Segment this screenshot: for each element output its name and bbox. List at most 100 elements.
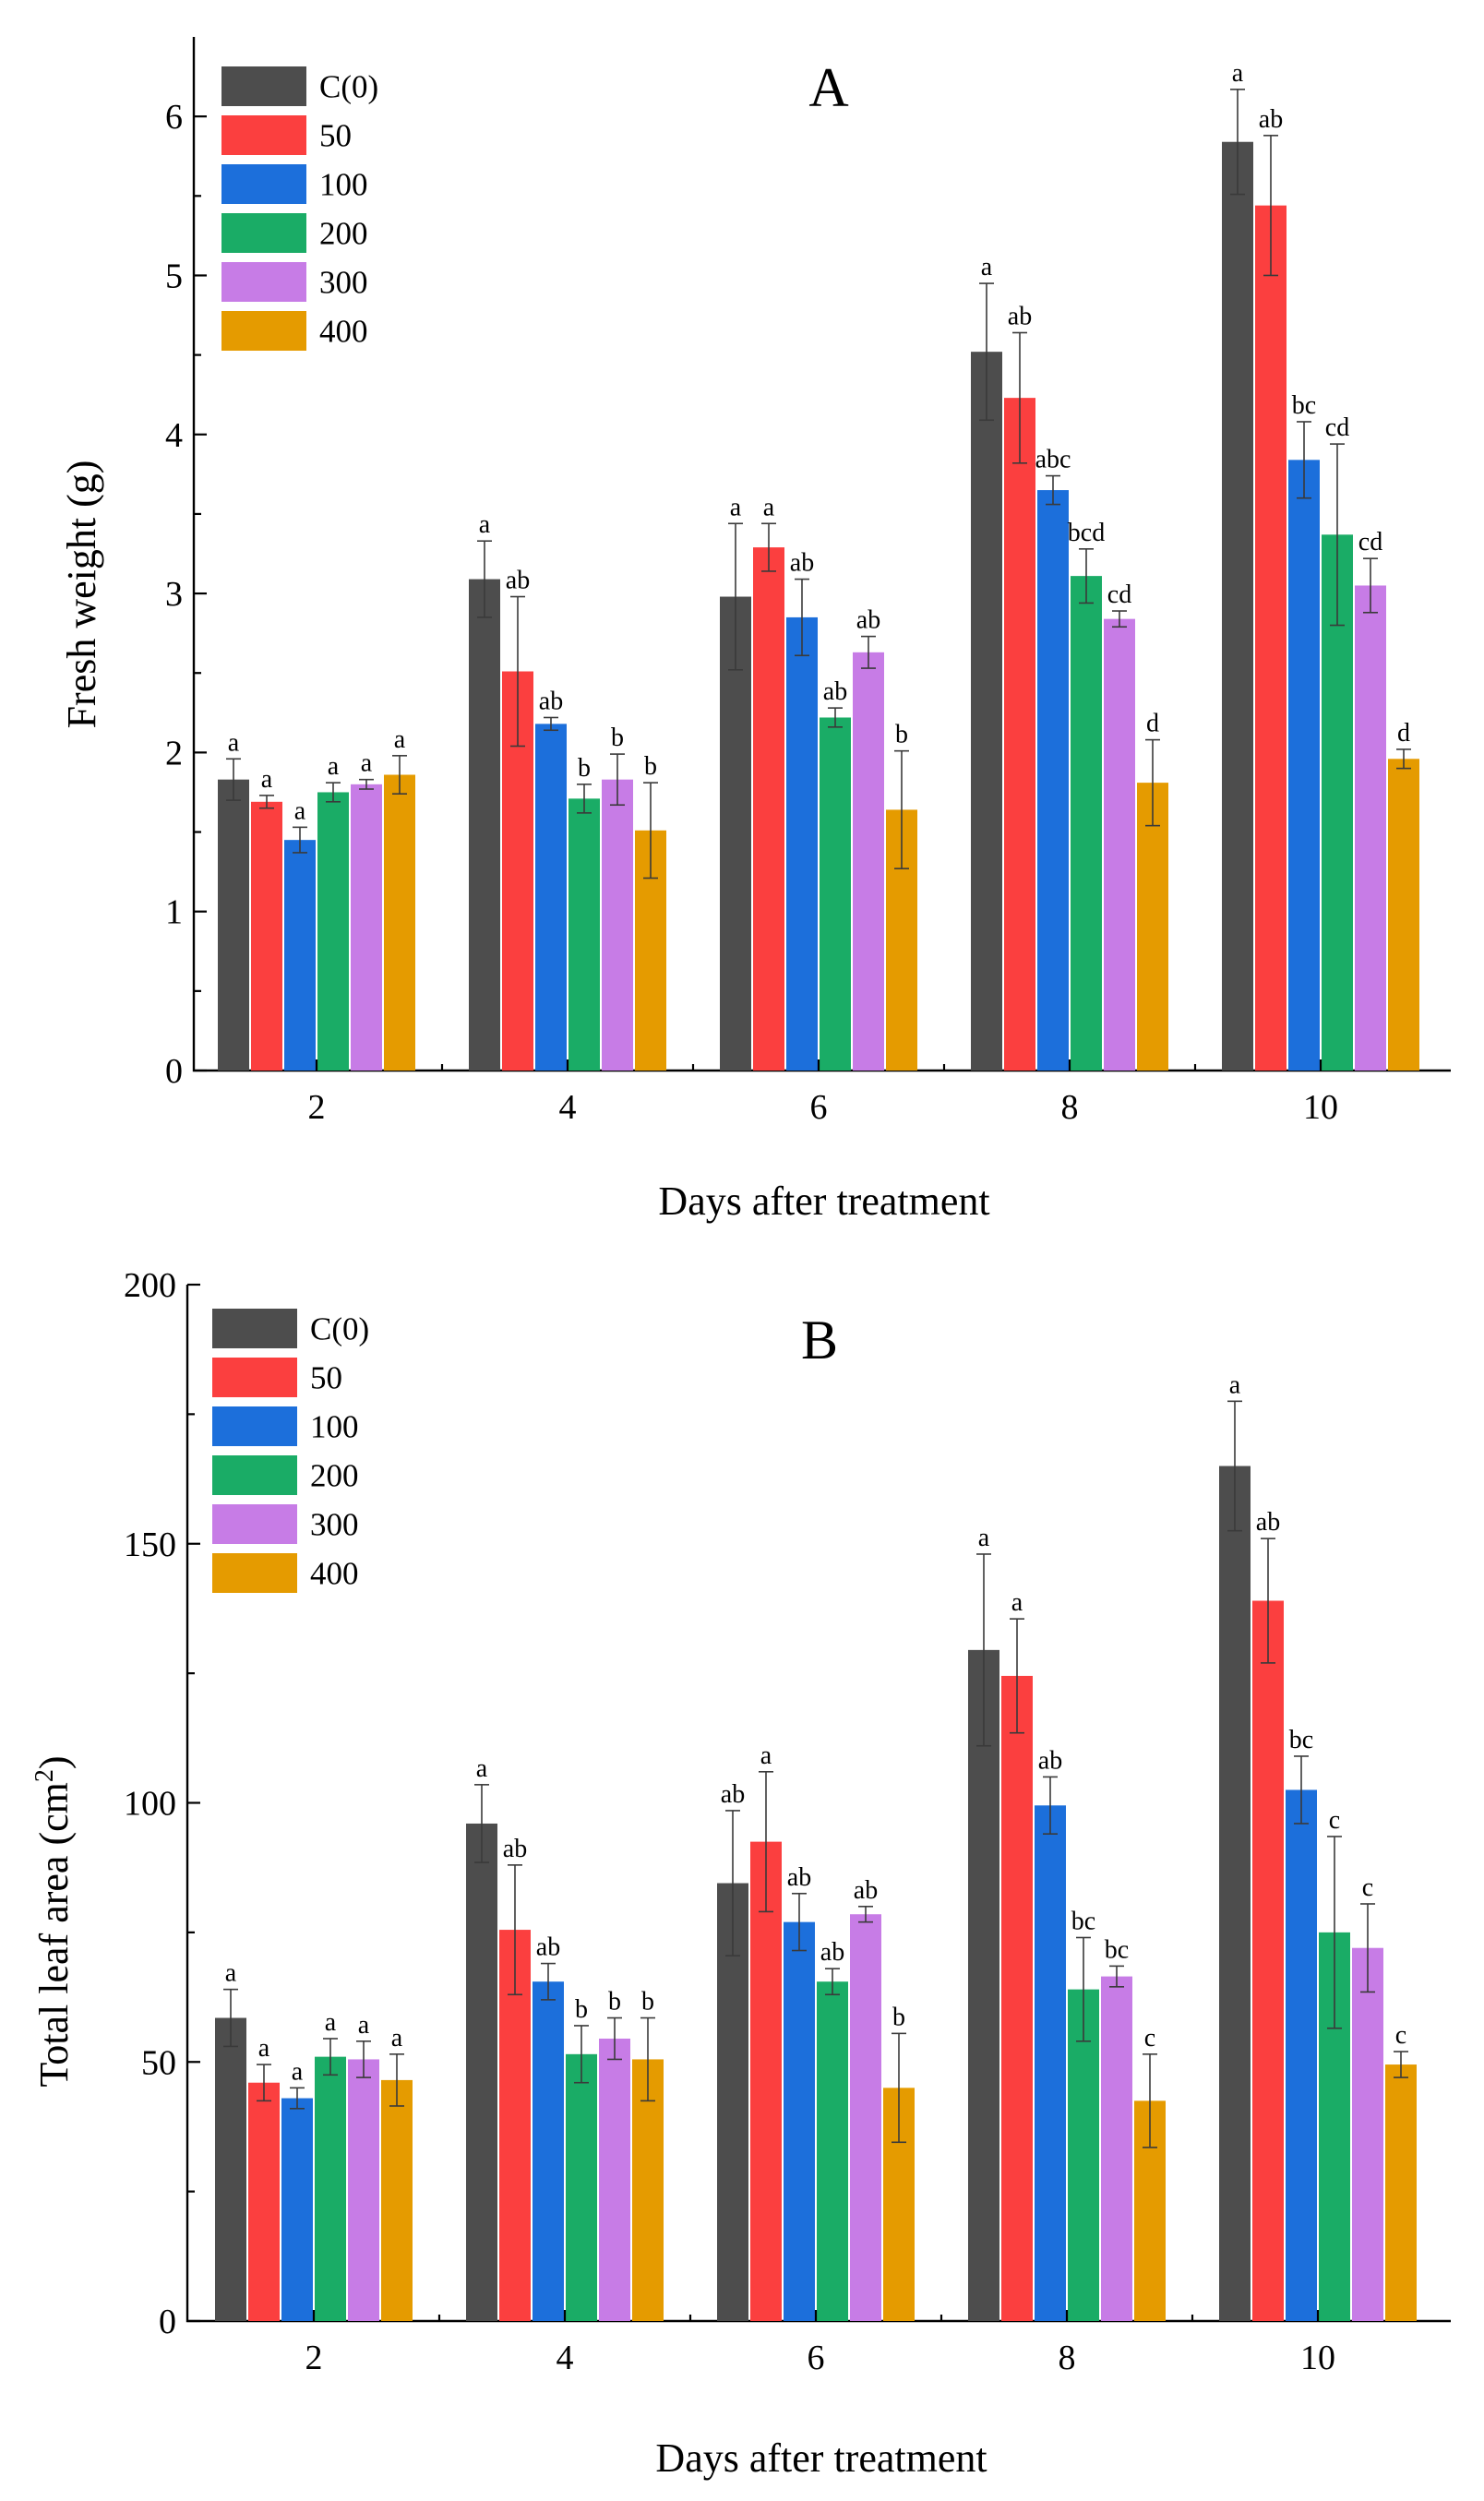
legend-label: 400 <box>310 1556 359 1592</box>
significance-letter: a <box>358 2011 370 2040</box>
significance-letter: a <box>225 1959 237 1988</box>
y-tick-label: 5 <box>165 257 183 295</box>
legend-swatch <box>212 1309 297 1348</box>
panel-title: A <box>808 57 848 118</box>
legend-swatch <box>221 66 306 106</box>
bar <box>381 2079 413 2321</box>
legend-label: 100 <box>319 167 368 203</box>
significance-letter: a <box>258 2034 270 2063</box>
bar <box>1385 2064 1417 2321</box>
significance-letter: a <box>1232 59 1244 88</box>
significance-letter: ab <box>503 1835 527 1863</box>
y-tick-label: 6 <box>165 98 183 137</box>
significance-letter: b <box>895 721 908 749</box>
significance-letter: cd <box>1107 580 1131 609</box>
legend-label: 400 <box>319 314 368 350</box>
significance-letter: c <box>1362 1873 1373 1902</box>
legend-swatch <box>212 1406 297 1446</box>
bar <box>1352 1947 1383 2321</box>
significance-letter: ab <box>820 1938 844 1967</box>
significance-letter: a <box>391 2024 403 2052</box>
bar <box>817 1981 848 2321</box>
bar <box>351 784 382 1071</box>
bar <box>218 779 249 1071</box>
bar <box>632 2059 664 2321</box>
bar <box>1388 759 1419 1071</box>
bar <box>1137 783 1168 1071</box>
y-tick-label: 50 <box>141 2043 176 2082</box>
bar <box>1001 1675 1033 2321</box>
significance-letter: a <box>730 493 742 521</box>
significance-letter: ab <box>721 1780 745 1809</box>
x-tick-label: 6 <box>808 2339 825 2377</box>
legend-label: C(0) <box>310 1311 369 1347</box>
bar <box>568 798 600 1071</box>
bar <box>820 717 851 1071</box>
significance-letter: d <box>1397 719 1410 748</box>
significance-letter: c <box>1329 1806 1340 1835</box>
bar <box>533 1981 564 2321</box>
x-axis-label: Days after treatment <box>655 2435 987 2481</box>
legend-swatch <box>221 115 306 155</box>
bar <box>281 2098 313 2321</box>
y-tick-label: 200 <box>124 1266 176 1305</box>
significance-letter: a <box>292 2057 304 2086</box>
significance-letter: a <box>394 725 406 754</box>
x-tick-label: 10 <box>1300 2339 1335 2377</box>
legend-label: 50 <box>310 1360 342 1396</box>
significance-letter: b <box>578 754 591 783</box>
bar <box>469 579 500 1071</box>
significance-letter: b <box>644 752 657 781</box>
bar <box>720 596 751 1071</box>
bar <box>215 2017 246 2321</box>
significance-letter: ab <box>539 687 563 715</box>
bar <box>1355 585 1386 1071</box>
bar <box>317 792 349 1071</box>
y-tick-label: 0 <box>165 1052 183 1091</box>
bar <box>1004 398 1035 1071</box>
significance-letter: bc <box>1292 391 1316 420</box>
y-axis-label: Fresh weight (g) <box>59 461 104 729</box>
significance-letter: b <box>608 1988 621 2016</box>
legend-label: 50 <box>319 118 352 154</box>
y-tick-label: 4 <box>165 416 183 455</box>
y-axis-label: Total leaf area (cm2) <box>30 1755 77 2087</box>
significance-letter: ab <box>787 1863 811 1892</box>
bar <box>1068 1989 1099 2321</box>
bar <box>1101 1976 1132 2321</box>
legend-swatch <box>221 311 306 351</box>
bar <box>1252 1600 1284 2321</box>
y-tick-label: 3 <box>165 575 183 614</box>
significance-letter: a <box>325 2008 337 2037</box>
significance-letter: a <box>328 752 340 781</box>
significance-letter: ab <box>856 606 880 635</box>
bar <box>1037 490 1069 1071</box>
y-tick-label: 0 <box>159 2303 176 2341</box>
x-tick-label: 4 <box>559 1088 577 1127</box>
significance-letter: a <box>228 728 240 757</box>
x-tick-label: 8 <box>1059 2339 1076 2377</box>
legend-label: 300 <box>310 1507 359 1543</box>
legend-label: 100 <box>310 1409 359 1445</box>
significance-letter: a <box>981 253 993 281</box>
significance-letter: ab <box>1038 1746 1062 1775</box>
x-tick-label: 6 <box>810 1088 828 1127</box>
x-tick-label: 10 <box>1303 1088 1338 1127</box>
bar <box>315 2056 346 2321</box>
legend-label: 200 <box>310 1458 359 1494</box>
legend-label: C(0) <box>319 69 378 105</box>
bar <box>348 2059 379 2321</box>
y-tick-label: 150 <box>124 1526 176 1564</box>
significance-letter: ab <box>506 567 530 595</box>
bar <box>1222 141 1253 1071</box>
significance-letter: a <box>978 1524 990 1552</box>
legend-swatch <box>212 1455 297 1495</box>
significance-letter: ab <box>1008 302 1032 330</box>
bar <box>1104 618 1135 1071</box>
bar <box>248 2082 280 2321</box>
legend-label: 200 <box>319 216 368 252</box>
significance-letter: a <box>1229 1370 1241 1399</box>
legend-swatch <box>212 1358 297 1397</box>
